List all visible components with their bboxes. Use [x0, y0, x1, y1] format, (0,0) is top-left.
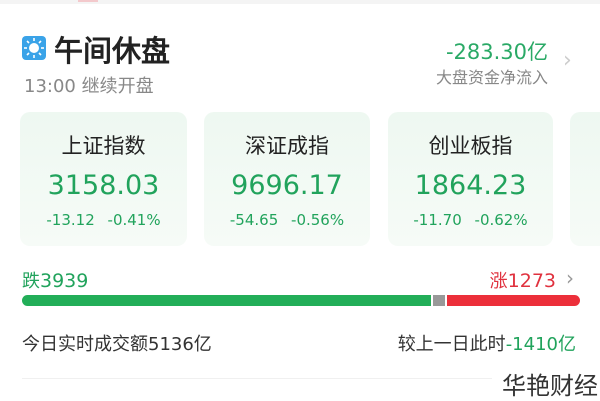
- index-value: 3158.03: [47, 170, 160, 201]
- tab-indicator: [78, 0, 98, 2]
- index-change: -13.12: [46, 211, 95, 229]
- decliners-count: 跌3939: [22, 270, 89, 292]
- index-pct: -0.41%: [107, 211, 161, 229]
- index-value: 1864.23: [414, 170, 527, 201]
- chevron-right-icon[interactable]: ›: [566, 266, 574, 290]
- advancers-count: 涨1273: [489, 270, 556, 292]
- index-change: -54.65: [229, 211, 279, 229]
- net-flow-label[interactable]: 大盘资金净流入: [435, 68, 548, 87]
- turnover-compare: 较上一日此时-1410亿: [397, 334, 576, 355]
- turnover-today: 今日实时成交额5136亿: [22, 334, 212, 355]
- divider: [22, 378, 492, 379]
- index-pct: -0.62%: [474, 211, 528, 229]
- index-name: 创业板指: [428, 134, 513, 158]
- index-name: 上证指数: [61, 134, 146, 158]
- breadth-bar-flat: [433, 295, 445, 306]
- top-divider: [0, 0, 600, 4]
- index-name: 深证成指: [245, 134, 329, 158]
- resume-time: 13:00 继续开盘: [24, 76, 154, 97]
- page-title: 午间休盘: [54, 34, 171, 68]
- index-card-shanghai[interactable]: 上证指数 3158.03 -13.12 -0.41%: [20, 112, 187, 246]
- net-flow-value[interactable]: -283.30亿: [445, 40, 548, 64]
- chevron-right-icon[interactable]: ›: [563, 48, 572, 73]
- index-card-chinext[interactable]: 创业板指 1864.23 -11.70 -0.62%: [388, 112, 553, 246]
- breadth-bar-down: [22, 295, 431, 306]
- breadth-bar-up: [447, 295, 580, 306]
- index-change: -11.70: [413, 211, 462, 229]
- index-pct: -0.56%: [291, 211, 345, 229]
- sun-icon: [22, 36, 46, 60]
- index-card-shenzhen[interactable]: 深证成指 9696.17 -54.65 -0.56%: [204, 112, 370, 246]
- index-card-partial[interactable]: [570, 112, 600, 246]
- watermark: 华艳财经: [502, 372, 598, 400]
- index-value: 9696.17: [231, 170, 343, 201]
